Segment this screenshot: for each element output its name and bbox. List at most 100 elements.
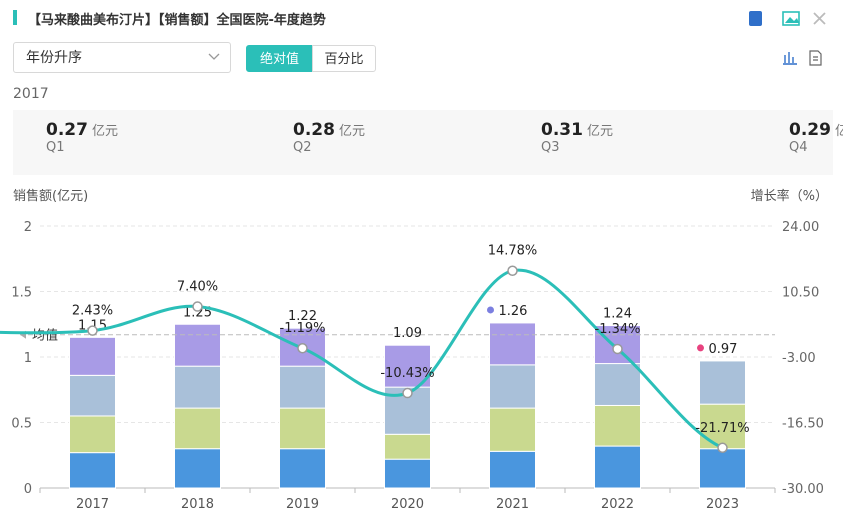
sort-dropdown[interactable]: 年份升序 [13,42,231,73]
x-tick-label: 2019 [286,497,319,512]
bar-segment [699,360,746,405]
y2-tick-label: 10.50 [782,286,819,301]
y2-tick-label: 24.00 [782,220,819,235]
bar-segment [279,407,326,450]
card: 0.31 亿元 Q3 [541,120,613,155]
x-tick-label: 2023 [706,497,739,512]
bar-segment [699,403,746,450]
growth-label: -21.71% [695,421,749,436]
image-icon[interactable] [782,11,800,26]
card-unit: 亿元 [91,124,118,139]
panel-title: 【马来酸曲美布汀片】【销售额】全国医院-年度趋势 [28,13,326,28]
bar-segment [384,458,431,489]
growth-line [0,268,723,450]
card-label: Q1 [46,140,65,155]
bar-segment [174,448,221,489]
bar-segment [594,445,641,489]
toggle-absolute[interactable]: 绝对值 [246,45,313,72]
y-axis-label: 销售额(亿元) [13,188,88,204]
card-label: Q4 [789,140,808,155]
growth-point [612,343,623,355]
dropdown-arrow [208,53,220,60]
card-value: 0.29 [789,120,831,140]
total-label: 1.25 [183,305,212,320]
y-tick-label: 2 [24,220,32,235]
bar-segment [489,407,536,452]
y-tick-label: 0 [24,482,32,497]
card-label: Q2 [293,140,312,155]
bar-segment [174,407,221,450]
growth-label: -10.43% [380,366,434,381]
chart: 销售额(亿元) 增长率（%） 0 0.5 1 1.5 2 -30.00 -16.50 -3.0… [0,188,828,512]
growth-point [507,265,518,276]
growth-label: -1.19% [280,321,326,336]
x-tick-label: 2021 [496,497,529,512]
accent [13,10,17,25]
bar-segment [489,450,536,489]
highlight-dot [487,306,494,314]
card-unit: 亿元 [338,124,365,139]
growth-label: -1.34% [595,322,641,337]
total-label: 1.22 [288,309,317,324]
growth-label: 2.43% [72,304,113,319]
view-icons [783,50,822,66]
y2-tick-label: -16.50 [782,417,824,432]
summary-cards [13,110,833,175]
bar-segment [699,448,746,489]
header-icons [749,11,826,26]
bar-segment [69,336,116,376]
card-unit: 亿元 [586,124,613,139]
y-tick-label: 0.5 [11,417,32,432]
growth-point [192,301,203,312]
bar-segment [69,415,116,454]
bar-segment [69,452,116,489]
card-unit: 亿元 [834,124,843,139]
x-tick-label: 2020 [391,497,424,512]
average-label: 均值 [32,328,58,344]
card-value: 0.28 [293,120,335,140]
y2-tick-label: -30.00 [782,482,824,497]
bar-segment [489,364,536,409]
bar-view-icon[interactable] [783,52,797,65]
x-tick-label: 2017 [76,497,109,512]
growth-point [87,325,98,336]
summary-year: 2017 [13,86,49,102]
bar-segment [174,365,221,409]
close-icon[interactable] [813,12,826,25]
bar-segment [384,433,431,460]
total-label: 1.26 [499,304,528,319]
excel-icon[interactable] [749,11,762,26]
growth-point [402,387,413,399]
x-tick-label: 2022 [601,497,634,512]
growth-point [297,342,308,354]
image-icon-fill [785,17,799,23]
y2-axis-label: 增长率（%） [751,188,828,204]
card-value: 0.31 [541,120,583,140]
total-label: 1.24 [603,307,632,322]
card: 0.27 亿元 Q1 [46,120,118,155]
x-tick-label: 2018 [181,497,214,512]
card: 0.28 亿元 Q2 [293,120,365,155]
bar-segment [174,323,221,367]
total-label: 1.09 [393,326,422,341]
bar-segment [489,322,536,366]
highlight-dot [697,344,704,352]
card-value: 0.27 [46,120,88,140]
y-tick-label: 1.5 [11,286,32,301]
total-label: 0.97 [709,342,738,357]
card-label: Q3 [541,140,560,155]
growth-label: 14.78% [488,244,538,259]
bar-segment [594,404,641,447]
bar-segment [279,365,326,409]
y-tick-label: 1 [24,351,32,366]
table-view-icon[interactable] [809,50,822,66]
bar-segment [69,374,116,417]
y2-tick-label: -3.00 [782,351,816,366]
bar-segment [279,448,326,489]
card: 0.29亿元 Q4 [789,120,843,155]
toggle-percent[interactable]: 百分比 [312,45,376,72]
growth-point [717,442,728,454]
growth-label: 7.40% [177,280,218,295]
bar-segment [594,363,641,406]
